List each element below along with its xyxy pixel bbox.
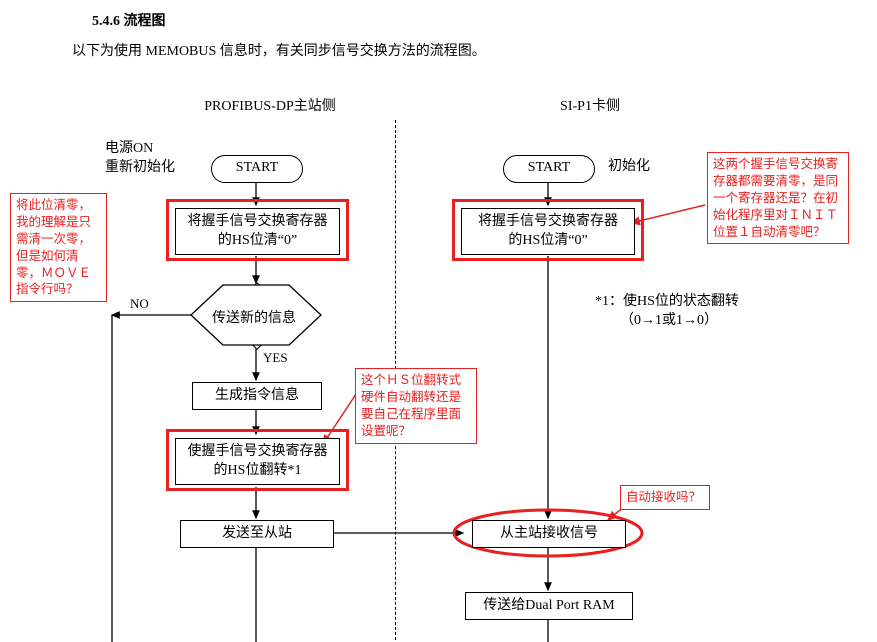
section-number: 5.4.6 流程图 <box>92 10 166 30</box>
col-header-left: PROFIBUS-DP主站侧 <box>170 95 370 115</box>
annot-1: 将此位清零，我的理解是只需清一次零，但是如何清零，ＭＯＶＥ指令行吗？ <box>10 193 107 302</box>
no-label: NO <box>130 296 149 312</box>
right-start: START <box>503 155 595 183</box>
annot-4: 自动接收吗？ <box>620 485 710 510</box>
intro-text: 以下为使用 MEMOBUS 信息时，有关同步信号交换方法的流程图。 <box>72 40 486 60</box>
footnote-1: *1：使HS位的状态翻转 <box>595 290 739 310</box>
left-send: 发送至从站 <box>180 520 334 548</box>
right-clear-hs: 将握手信号交换寄存器 的HS位清“0” <box>461 208 635 255</box>
flow-connectors <box>0 0 877 642</box>
right-dual: 传送给Dual Port RAM <box>465 592 633 620</box>
right-recv: 从主站接收信号 <box>472 520 626 548</box>
yes-label: YES <box>263 350 288 366</box>
col-header-right: SI-P1卡侧 <box>490 95 690 115</box>
decision-label: 传送新的信息 <box>212 307 296 327</box>
annot-3: 这个ＨＳ位翻转式硬件自动翻转还是要自己在程序里面设置呢？ <box>355 368 477 444</box>
diamond-extend <box>0 0 877 642</box>
left-clear-hs: 将握手信号交换寄存器 的HS位清“0” <box>175 208 340 255</box>
left-pre-label: 电源ON 重新初始化 <box>105 140 175 178</box>
left-gen: 生成指令信息 <box>192 382 322 410</box>
right-pre-label: 初始化 <box>608 155 650 175</box>
page: 5.4.6 流程图 以下为使用 MEMOBUS 信息时，有关同步信号交换方法的流… <box>0 0 877 642</box>
annot-2: 这两个握手信号交换寄存器都需要清零，是同一个寄存器还是？在初始化程序里对ＩＮＩＴ… <box>707 152 849 244</box>
left-flip: 使握手信号交换寄存器 的HS位翻转*1 <box>175 438 340 485</box>
footnote-2: （0→1或1→0） <box>620 309 718 329</box>
left-start: START <box>211 155 303 183</box>
